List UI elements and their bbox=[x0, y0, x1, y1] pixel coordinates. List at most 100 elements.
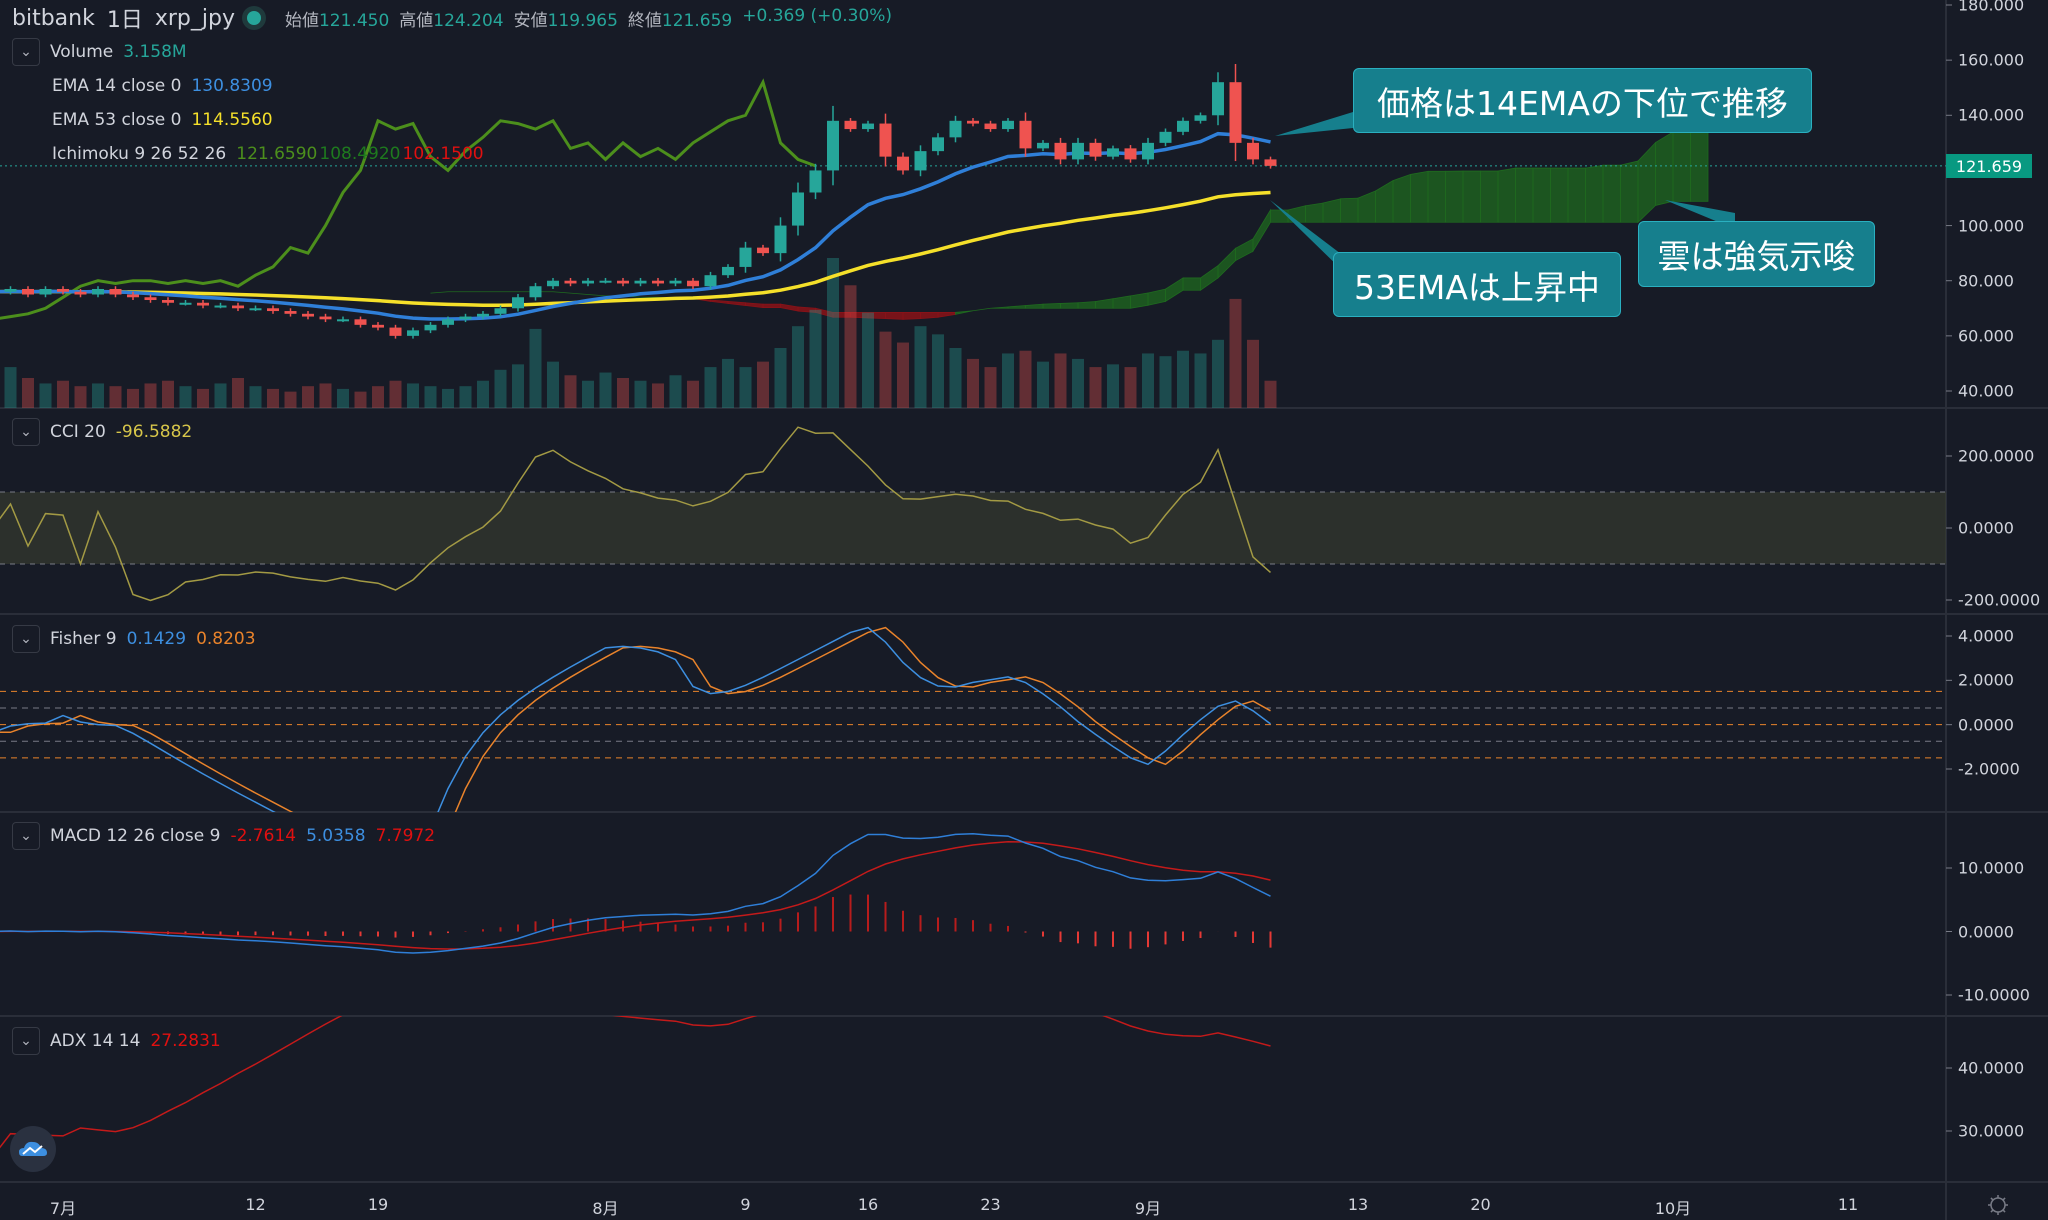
candle-body bbox=[372, 324, 384, 328]
volume-bar bbox=[529, 328, 542, 408]
gear-tooth bbox=[1990, 1197, 1994, 1201]
volume-bar bbox=[249, 386, 262, 408]
volume-bar bbox=[4, 367, 17, 408]
volume-bar bbox=[39, 383, 52, 408]
ichimoku-cloud-segment bbox=[587, 294, 606, 297]
collapse-chevron-icon[interactable]: ⌄ bbox=[12, 1027, 40, 1055]
candle-body bbox=[757, 247, 769, 254]
ichimoku-cloud-segment bbox=[1497, 167, 1516, 223]
ichimoku-cloud-segment bbox=[745, 302, 764, 309]
ichimoku-cloud-segment bbox=[430, 291, 449, 294]
collapse-chevron-icon[interactable]: ⌄ bbox=[12, 625, 40, 653]
high-value: 124.204 bbox=[433, 10, 504, 31]
volume-bar bbox=[494, 369, 507, 408]
volume-bar bbox=[1177, 350, 1189, 408]
volume-bar bbox=[1054, 353, 1067, 408]
ichimoku-cloud-segment bbox=[1182, 277, 1201, 291]
volume-bar bbox=[949, 348, 962, 408]
annotation-cloud-bullish[interactable]: 雲は強気示唆 bbox=[1638, 221, 1875, 287]
candle-body bbox=[669, 280, 682, 284]
time-axis-label: 23 bbox=[980, 1195, 1001, 1214]
candle-body bbox=[337, 319, 349, 322]
volume-bar bbox=[617, 378, 629, 408]
market-status-icon bbox=[246, 11, 261, 25]
annotation-ema53-rising[interactable]: 53EMAは上昇中 bbox=[1333, 252, 1621, 317]
ichimoku-value-2: 108.4920 bbox=[319, 144, 401, 164]
volume-bar bbox=[932, 334, 944, 408]
ichimoku-cloud-segment bbox=[1235, 238, 1254, 262]
gear-tooth bbox=[2002, 1197, 2006, 1201]
volume-bar bbox=[1229, 298, 1242, 408]
volume-bar bbox=[879, 331, 892, 408]
candle-body bbox=[634, 280, 647, 284]
ichimoku-cloud-segment bbox=[972, 307, 991, 312]
volume-bar bbox=[547, 361, 559, 408]
volume-bar bbox=[144, 383, 157, 408]
collapse-chevron-icon[interactable]: ⌄ bbox=[12, 38, 40, 66]
interval[interactable]: 1日 bbox=[106, 8, 143, 33]
volume-bar bbox=[827, 258, 839, 408]
cci-legend: ⌄ CCI 20 -96.5882 bbox=[0, 418, 192, 446]
price-axis-label: 4.0000 bbox=[1958, 626, 2014, 646]
collapse-chevron-icon[interactable]: ⌄ bbox=[12, 822, 40, 850]
collapse-chevron-icon[interactable]: ⌄ bbox=[12, 418, 40, 446]
ichimoku-cloud-segment bbox=[1077, 301, 1096, 309]
ichimoku-cloud-segment bbox=[1392, 173, 1411, 223]
candle-body bbox=[1264, 159, 1277, 166]
tradingview-logo[interactable] bbox=[10, 1126, 56, 1172]
symbol-name[interactable]: xrp_jpy bbox=[154, 5, 235, 31]
exchange-name[interactable]: bitbank bbox=[12, 5, 95, 31]
volume-bar bbox=[57, 380, 69, 408]
candle-body bbox=[284, 311, 297, 314]
price-axis-label: 100.000 bbox=[1958, 216, 2025, 236]
ichimoku-cloud-segment bbox=[1462, 170, 1481, 223]
cloud-logo-icon bbox=[19, 1141, 47, 1156]
volume-bar bbox=[1002, 353, 1014, 408]
annotation-price-below-ema14[interactable]: 価格は14EMAの下位で推移 bbox=[1353, 68, 1812, 133]
time-axis-label: 7月 bbox=[49, 1199, 77, 1218]
ichimoku-cloud-segment bbox=[1515, 167, 1534, 223]
ichimoku-cloud-segment bbox=[1445, 170, 1464, 223]
ichimoku-cloud-segment bbox=[727, 300, 746, 306]
volume-bar bbox=[1037, 361, 1049, 408]
ichimoku-cloud-segment bbox=[1567, 167, 1586, 223]
settings-gear-icon[interactable] bbox=[1988, 1195, 2008, 1215]
fisher-trigger-value: 0.8203 bbox=[196, 629, 256, 649]
volume-bar bbox=[634, 380, 647, 408]
ichimoku-cloud-segment bbox=[1410, 170, 1429, 223]
ichimoku-cloud-segment bbox=[1585, 164, 1604, 223]
fisher-value: 0.1429 bbox=[126, 629, 187, 649]
candle-body bbox=[529, 286, 542, 298]
candle-body bbox=[984, 123, 997, 130]
candle-body bbox=[914, 151, 927, 171]
ichimoku-cloud-segment bbox=[1322, 198, 1341, 223]
candle-body bbox=[1177, 120, 1189, 132]
candle-body bbox=[1159, 131, 1172, 143]
ichimoku-legend: Ichimoku 9 26 52 26 121.6590 108.4920 10… bbox=[52, 144, 484, 164]
candle-body bbox=[4, 288, 17, 292]
volume-bar bbox=[319, 383, 332, 408]
volume-bar bbox=[722, 358, 734, 408]
volume-bar bbox=[984, 367, 997, 408]
price-axis-label: 0.0000 bbox=[1958, 922, 2014, 941]
ichimoku-cloud-segment bbox=[762, 303, 781, 308]
ichimoku-cloud-segment bbox=[1340, 197, 1359, 223]
time-axis-label: 9 bbox=[740, 1195, 751, 1214]
adx-legend: ⌄ ADX 14 14 27.2831 bbox=[0, 1027, 221, 1055]
adx-line bbox=[0, 1016, 1271, 1149]
price-axis-label: 40.000 bbox=[1958, 381, 2014, 401]
candle-body bbox=[22, 288, 34, 295]
volume-bar bbox=[74, 386, 87, 408]
volume-bar bbox=[897, 342, 909, 408]
pane-2 bbox=[0, 626, 1946, 812]
ichimoku-cloud-segment bbox=[1252, 208, 1271, 253]
candle-body bbox=[389, 327, 402, 336]
volume-bar bbox=[389, 380, 402, 408]
close-label: 終値 bbox=[627, 10, 662, 31]
ichimoku-cloud-segment bbox=[780, 303, 799, 312]
pane-3 bbox=[0, 832, 1272, 954]
annotation-pointer bbox=[1270, 200, 1345, 273]
candle-body bbox=[704, 275, 717, 287]
time-axis-label: 8月 bbox=[592, 1199, 619, 1218]
